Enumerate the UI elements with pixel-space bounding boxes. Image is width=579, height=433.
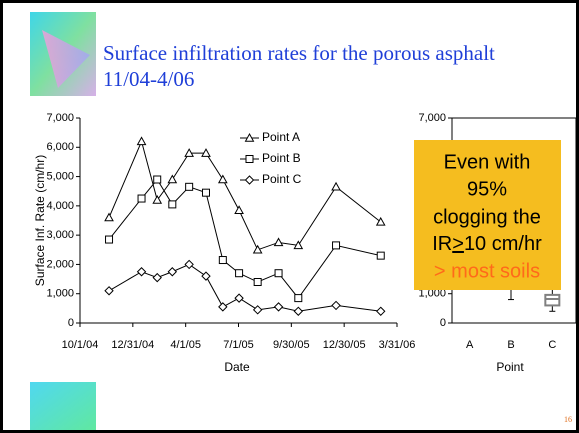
box	[544, 293, 561, 307]
marker	[331, 181, 341, 191]
y-tick-label: 7,000	[46, 112, 74, 124]
x-tick-label: 9/30/05	[273, 339, 310, 351]
x-tick-label: 12/31/04	[111, 339, 154, 351]
y-axis-title: Surface Inf. Rate (cm/hr)	[33, 155, 47, 286]
y-tick-label: 2,000	[46, 258, 74, 270]
marker	[244, 132, 255, 142]
marker	[332, 241, 341, 250]
marker	[331, 300, 341, 311]
marker	[253, 278, 262, 286]
x-tick-label: 10/1/04	[62, 339, 99, 351]
marker	[168, 200, 177, 209]
y-tick-label: 7,000	[418, 112, 446, 124]
marker	[105, 235, 114, 244]
x-tick-label: A	[466, 339, 474, 351]
marker	[252, 244, 263, 254]
marker	[235, 269, 244, 278]
marker	[136, 267, 147, 277]
marker	[234, 293, 244, 303]
callout-text: 95%	[467, 178, 507, 200]
marker	[218, 256, 227, 265]
callout-note: > most soils	[434, 260, 540, 282]
marker	[201, 148, 211, 157]
callout-text: clogging the	[433, 206, 541, 228]
marker	[234, 205, 244, 214]
x-tick-label: 12/30/05	[323, 339, 366, 351]
marker	[273, 302, 284, 312]
slide-title: Surface infiltration rates for the porou…	[103, 41, 495, 65]
legend-label: Point B	[262, 151, 301, 165]
callout-box	[414, 140, 561, 290]
marker	[293, 306, 304, 316]
decoration	[30, 12, 96, 430]
x-tick-label: 4/1/05	[170, 339, 201, 351]
x-tick-label: C	[548, 339, 556, 351]
callout-text: >	[452, 233, 464, 255]
callout: Even with 95% clogging the IR>10 cm/hr >…	[414, 140, 561, 290]
marker	[273, 237, 284, 247]
slide-title: 11/04-4/06	[103, 67, 194, 91]
marker	[136, 136, 147, 146]
marker	[201, 271, 211, 281]
marker	[217, 174, 228, 184]
marker	[167, 174, 178, 184]
marker	[184, 148, 194, 157]
callout-text: 10 cm/hr	[464, 233, 542, 255]
x-tick-label: 3/31/06	[379, 339, 416, 351]
marker	[153, 175, 162, 184]
y-tick-label: 6,000	[46, 141, 74, 153]
page-number: 16	[564, 415, 572, 424]
marker	[294, 294, 303, 303]
marker	[375, 216, 386, 226]
y-tick-label: 0	[68, 317, 74, 329]
y-tick-label: 0	[440, 317, 446, 329]
marker	[184, 259, 194, 270]
marker	[376, 251, 385, 260]
y-tick-label: 5,000	[46, 170, 74, 182]
x-axis-title: Point	[496, 360, 524, 374]
marker	[245, 155, 254, 163]
marker	[104, 286, 114, 296]
y-tick-label: 3,000	[46, 229, 74, 241]
charts: 0 1,000 2,000 3,000 4,000 5,000 6,000 7,000 10/1…	[33, 112, 577, 374]
marker	[252, 305, 263, 315]
marker	[293, 240, 304, 250]
y-tick-label: 4,000	[46, 200, 74, 212]
marker	[152, 272, 162, 283]
marker	[218, 302, 228, 312]
x-tick-label: 7/1/05	[223, 339, 254, 351]
y-tick-label: 1,000	[46, 288, 74, 300]
legend-label: Point C	[262, 172, 302, 186]
marker	[152, 194, 163, 204]
marker	[185, 182, 194, 191]
marker	[274, 269, 283, 278]
x-axis-title: Date	[224, 360, 250, 374]
y-tick-label: 1,000	[418, 288, 446, 300]
marker	[201, 188, 210, 197]
callout-text: Even with	[444, 151, 531, 173]
marker	[104, 212, 114, 222]
x-tick-label: B	[507, 339, 514, 351]
marker	[137, 194, 146, 203]
marker	[244, 175, 255, 185]
legend-label: Point A	[262, 130, 300, 144]
marker	[167, 267, 178, 277]
marker	[376, 306, 386, 316]
callout-text: IR	[432, 233, 452, 255]
callout-text: IR>10 cm/hr	[432, 233, 542, 255]
